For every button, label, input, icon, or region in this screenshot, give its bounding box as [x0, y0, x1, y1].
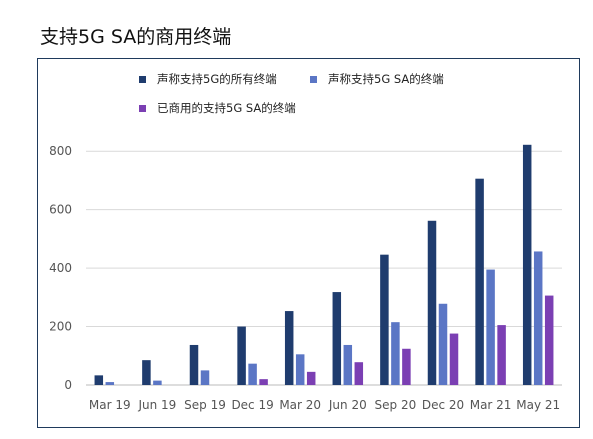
bar	[475, 178, 484, 385]
x-axis: Mar 19 Jun 19 Sep 19 Dec 19 Mar 20 Jun 20 Sep …	[89, 398, 560, 412]
bar	[354, 362, 364, 385]
x-tick-label: Mar 19	[89, 398, 131, 412]
legend-swatch	[139, 105, 146, 112]
bar	[200, 370, 210, 385]
bar	[332, 292, 342, 385]
bar	[343, 344, 353, 385]
bar	[380, 254, 389, 385]
bar	[94, 375, 104, 385]
legend-label: 已商用的支持5G SA的终端	[157, 101, 296, 115]
bar	[533, 251, 543, 385]
bar	[486, 269, 495, 385]
x-tick-label: Mar 20	[279, 398, 321, 412]
legend-label: 声称支持5G的所有终端	[157, 72, 277, 86]
bar	[402, 348, 411, 385]
bar	[142, 360, 151, 385]
bar	[284, 311, 294, 385]
x-tick-label: Jun 20	[328, 398, 367, 412]
x-tick-label: May 21	[516, 398, 560, 412]
bar	[189, 344, 199, 385]
bar	[427, 220, 437, 385]
bar	[259, 379, 268, 385]
chart-title: 支持5G SA的商用终端	[40, 26, 232, 48]
x-tick-label: Mar 21	[470, 398, 512, 412]
y-tick-label: 600	[49, 203, 72, 217]
bar	[248, 363, 257, 385]
y-tick-label: 0	[64, 378, 72, 392]
x-tick-label: Dec 20	[422, 398, 464, 412]
bar	[438, 303, 448, 385]
x-tick-label: Sep 19	[184, 398, 226, 412]
y-tick-label: 800	[49, 144, 72, 158]
x-tick-label: Dec 19	[231, 398, 273, 412]
legend-swatch	[139, 76, 146, 83]
x-tick-label: Sep 20	[375, 398, 417, 412]
legend-swatch	[310, 76, 317, 83]
y-axis: 0 200 400 600 800	[49, 144, 72, 392]
y-tick-label: 400	[49, 261, 72, 275]
bar	[522, 144, 532, 385]
bar	[105, 382, 115, 385]
bar	[295, 354, 305, 385]
x-tick-label: Jun 19	[137, 398, 176, 412]
bar	[237, 326, 246, 385]
bar	[449, 333, 459, 385]
legend-label: 声称支持5G SA的终端	[328, 72, 444, 86]
bar	[153, 380, 162, 385]
bar	[306, 371, 316, 385]
bar	[497, 325, 506, 385]
bar	[391, 322, 400, 385]
bar	[544, 295, 554, 385]
bars	[94, 144, 554, 385]
y-tick-label: 200	[49, 320, 72, 334]
